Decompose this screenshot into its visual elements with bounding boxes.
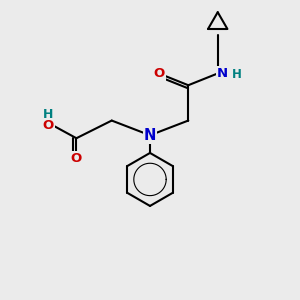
Text: N: N [144,128,156,143]
Text: H: H [232,68,242,81]
Text: N: N [217,67,228,80]
Text: H: H [43,108,54,121]
Text: O: O [153,67,164,80]
Text: O: O [43,119,54,132]
Text: O: O [71,152,82,165]
